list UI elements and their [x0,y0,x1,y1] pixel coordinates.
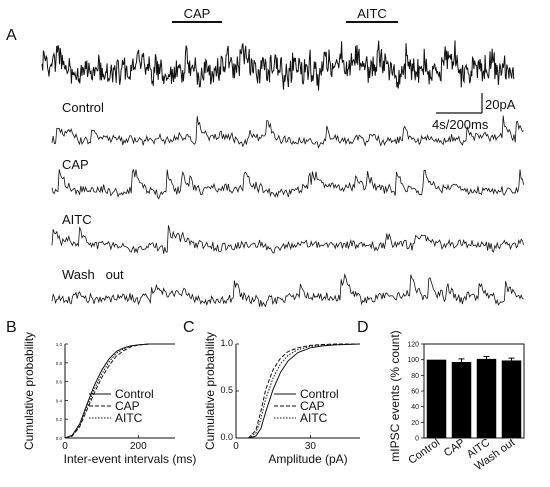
d-bar-aitc [476,358,497,438]
trace-label-cap: CAP [62,157,89,172]
trace-label-control: Control [62,100,104,115]
trace-aitc [51,225,524,254]
d-y-tick-label: 20 [411,420,419,427]
b-y-axis-title: Cumulative probability [22,332,36,450]
d-y-tick-label: 0 [415,436,419,443]
d-category-label: Control [406,437,442,467]
c-x-tick-label: 30 [305,441,317,452]
panel-label-c: C [183,319,195,336]
b-x-tick-label: 0 [62,441,68,452]
d-category-label: CAP [442,437,467,460]
trace-label-wash-out: Wash out [62,267,124,282]
c-legend-label-aitc: AITC [300,411,328,425]
c-legend-label-control: Control [300,387,339,401]
b-y-tick-label: 0.0 [56,436,63,441]
c-legend-label-cap: CAP [300,399,325,413]
b-y-tick-label: 1.0 [56,342,63,347]
trace-label-aitc: AITC [62,212,92,227]
panel-label-a: A [6,27,17,44]
scale-bar-time: 4s/200ms [432,117,489,132]
d-bar-wash-out [501,360,522,438]
b-x-axis-title: Inter-event intervals (ms) [64,452,197,466]
c-y-axis-title: Cumulative probability [203,332,217,450]
b-series-cap-line [64,343,175,439]
trace-control [51,115,524,149]
c-x-tick-label: 0 [233,441,239,452]
c-series-aitc-line [236,343,361,439]
d-y-tick-label: 40 [411,404,419,411]
scale-bar-amplitude: 20pA [485,97,516,112]
trace-cap [51,169,524,200]
b-legend-label-control: Control [115,387,154,401]
d-bar-control [426,359,447,438]
b-y-tick-label: 0.8 [56,361,63,366]
cap-bar-label: CAP [184,6,211,21]
d-y-tick-label: 100 [407,357,419,364]
d-y-axis-title: mIPSC events (% count) [388,330,402,461]
panel-label-b: B [6,319,17,336]
trace-wash-out [51,272,524,308]
b-y-tick-label: 0.2 [56,417,63,422]
c-y-tick-label: 0.0 [220,432,233,442]
d-y-tick-label: 60 [411,389,419,396]
c-x-axis-title: Amplitude (pA) [268,452,347,466]
b-x-tick-label: 200 [130,441,147,452]
aitc-bar-label: AITC [357,6,387,21]
d-bar-cap [451,362,472,438]
b-y-tick-label: 0.4 [56,398,63,403]
c-series-control-line [236,343,361,439]
c-y-tick-label: 1.0 [220,338,233,348]
b-legend-label-aitc: AITC [115,411,143,425]
b-series-aitc-line [64,343,175,439]
d-y-tick-label: 80 [411,373,419,380]
scale-bar [436,93,483,114]
b-legend-label-cap: CAP [115,399,140,413]
c-series-cap-line [236,343,360,439]
c-y-tick-label: 0.5 [220,385,233,395]
continuous-recording-trace [41,40,515,91]
d-y-tick-label: 120 [407,342,419,349]
b-y-tick-label: 0.6 [56,380,63,385]
panel-label-d: D [357,319,369,336]
